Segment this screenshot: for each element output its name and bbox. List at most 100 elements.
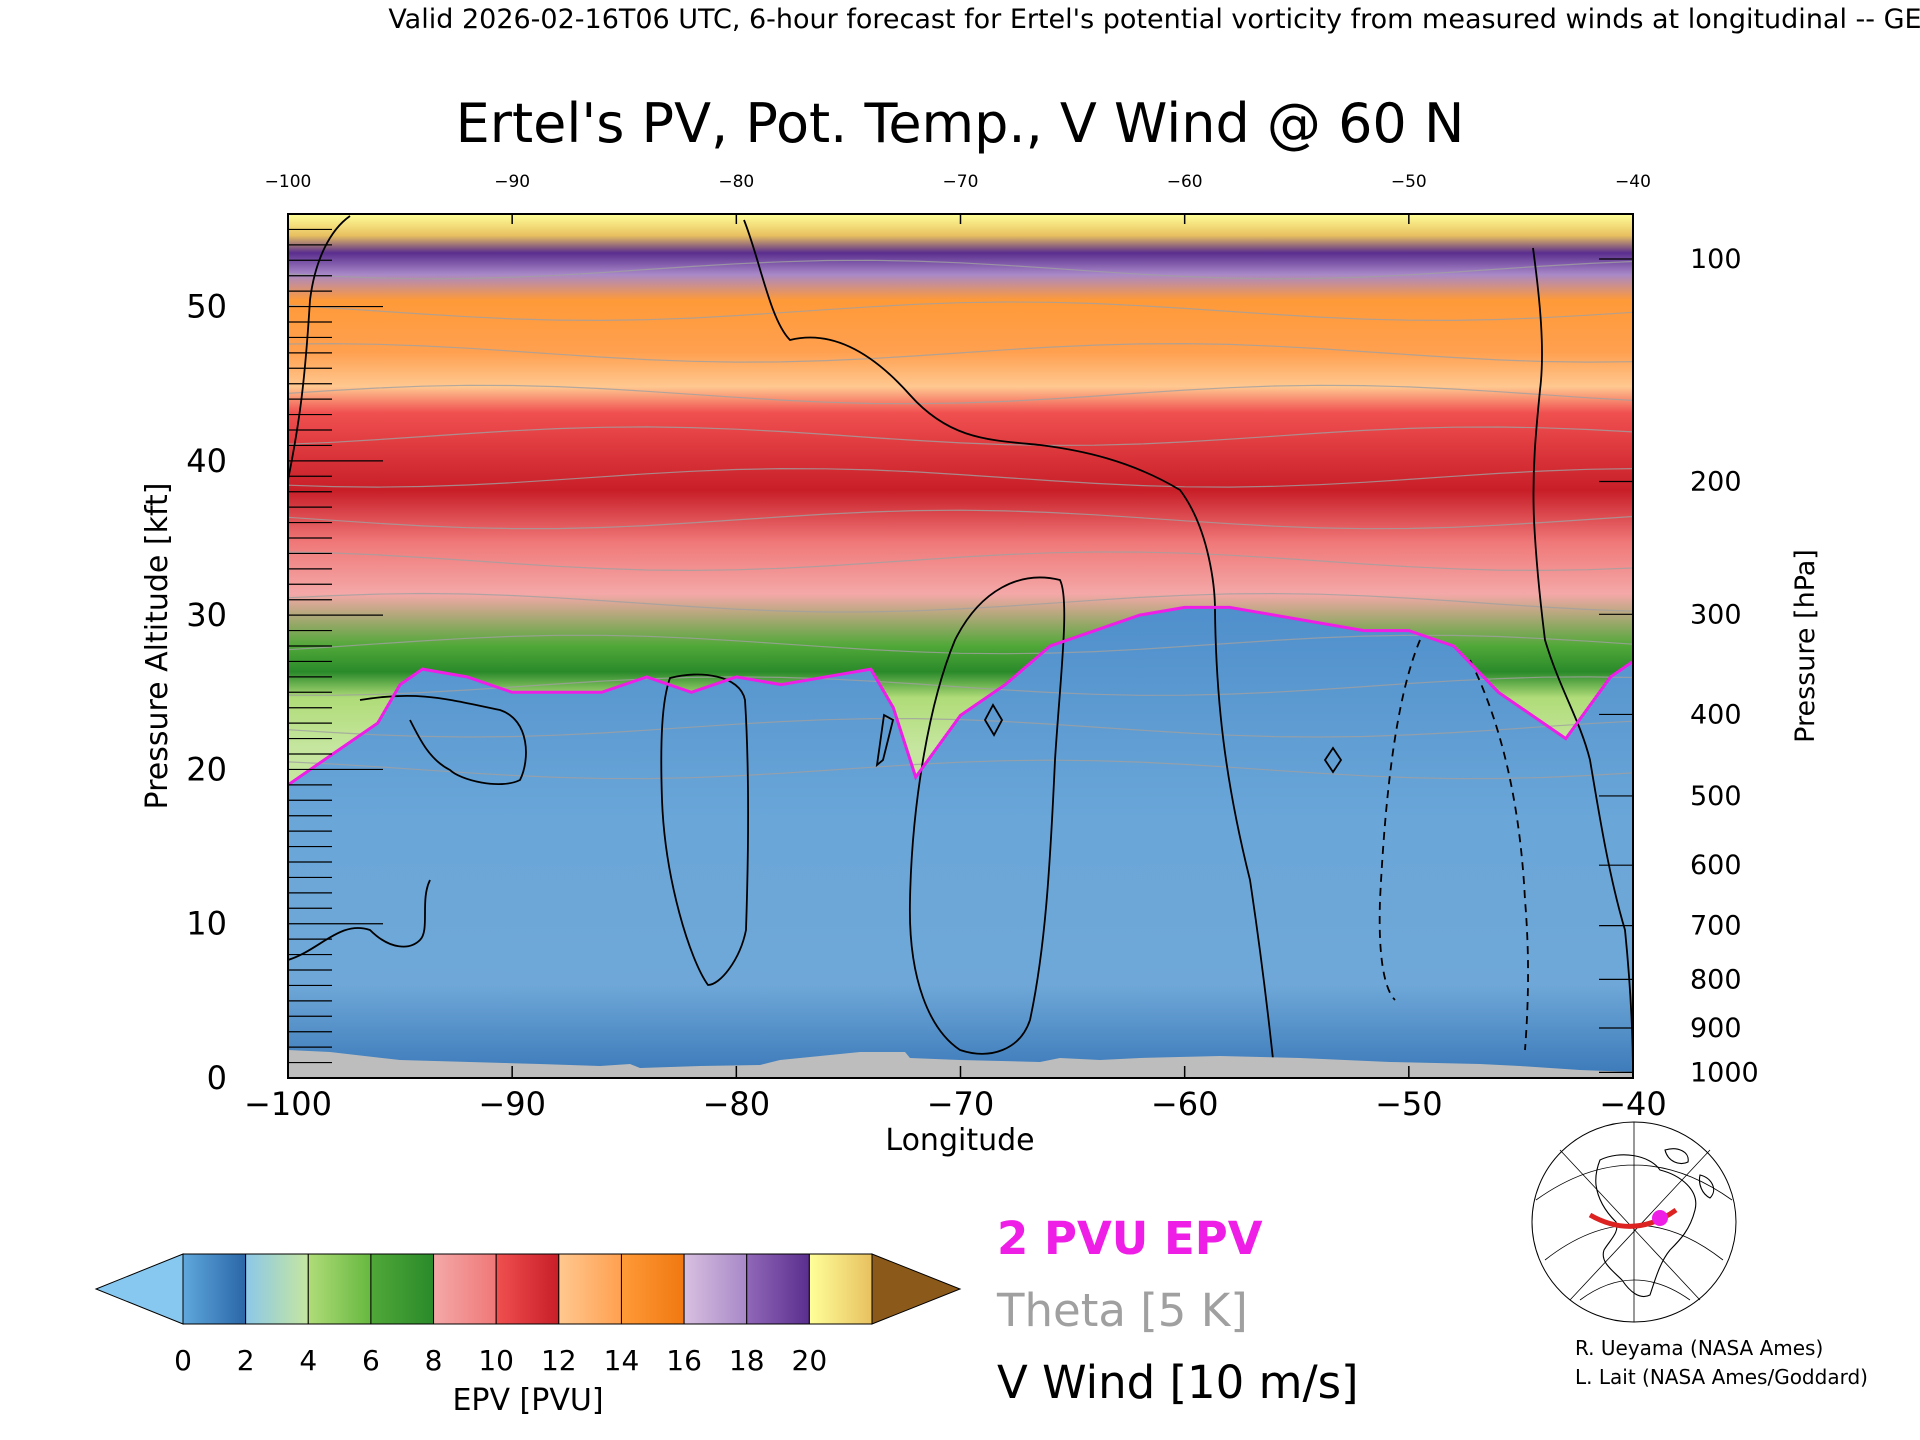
x-top-tick-label: −70 — [943, 172, 979, 192]
y-tick-label: 20 — [186, 750, 227, 788]
x-tick-label: −80 — [703, 1085, 771, 1123]
location-marker — [1652, 1210, 1668, 1226]
theta-contour-410 — [288, 301, 1633, 322]
colorbar-over-arrow — [871, 1253, 962, 1325]
theta-contour-360 — [288, 509, 1633, 530]
troposphere-fill — [288, 607, 1633, 1078]
colorbar-label: EPV [PVU] — [452, 1383, 603, 1418]
colorbar-tick-label: 8 — [425, 1344, 443, 1377]
theta-contour-380 — [288, 426, 1633, 447]
colorbar-tick-label: 2 — [237, 1344, 255, 1377]
pressure-tick-label: 700 — [1690, 911, 1742, 942]
pressure-tick-label: 200 — [1690, 467, 1742, 498]
colorbar-tick-label: 4 — [299, 1344, 317, 1377]
wind-contour-7 — [1323, 746, 1343, 774]
pressure-tick-label: 300 — [1690, 599, 1742, 630]
theta-contour-370 — [288, 467, 1633, 488]
colorbar-band — [808, 1253, 873, 1325]
colorbar-tick-label: 14 — [604, 1344, 640, 1377]
colorbar-band — [746, 1253, 810, 1325]
y-tick-label: 30 — [186, 596, 227, 634]
theta-contour-420 — [288, 259, 1633, 280]
colorbar-band — [182, 1253, 247, 1325]
x-tick-label: −60 — [1151, 1085, 1219, 1123]
y-axis: 0 10 20 30 40 50 — [186, 228, 383, 1097]
colorbar-tick-label: 6 — [362, 1344, 380, 1377]
wind-contours — [288, 215, 1633, 1078]
colorbar-tick-label: 12 — [541, 1344, 577, 1377]
x-top-tick-label: −40 — [1615, 172, 1651, 192]
legend-theta: Theta [5 K] — [996, 1284, 1248, 1337]
theta-contour-310 — [288, 718, 1633, 738]
header-text: Valid 2026-02-16T06 UTC, 6-hour forecast… — [388, 4, 1920, 35]
x-top-tick-label: −60 — [1167, 172, 1203, 192]
legend: 2 PVU EPV Theta [5 K] V Wind [10 m/s] — [996, 1212, 1359, 1409]
x-top-tick-label: −90 — [494, 172, 530, 192]
y-tick-label: 0 — [207, 1059, 227, 1097]
x-top-tick-label: −100 — [265, 172, 312, 192]
x-tick-label: −100 — [244, 1085, 332, 1123]
pressure-tick-label: 400 — [1690, 699, 1742, 730]
wind-contour-2 — [909, 576, 1066, 1055]
legend-wind: V Wind [10 m/s] — [997, 1356, 1359, 1409]
x-tick-label: −50 — [1375, 1085, 1443, 1123]
credit-line-2: L. Lait (NASA Ames/Goddard) — [1575, 1365, 1868, 1389]
credit-line-1: R. Ueyama (NASA Ames) — [1575, 1336, 1823, 1360]
pressure-axis: 100 200 300 400 500 600 700 800 900 1000 — [1599, 244, 1759, 1088]
x-top-tick-label: −80 — [718, 172, 754, 192]
theta-contour-340 — [288, 592, 1633, 613]
pressure-tick-label: 100 — [1690, 244, 1742, 275]
colorbar-tick-label: 0 — [174, 1344, 192, 1377]
wind-contour-9 — [288, 215, 431, 961]
pv2-contour — [288, 605, 1633, 787]
x-axis-top: −100 −90 −80 −70 −60 −50 −40 — [265, 172, 1651, 224]
terrain — [288, 1050, 1633, 1078]
wind-contour-8 — [1378, 639, 1529, 1051]
wind-contour-3 — [1532, 247, 1633, 1078]
colorbar-tick-label: 18 — [729, 1344, 765, 1377]
x-top-tick-label: −50 — [1391, 172, 1427, 192]
colorbar-band — [307, 1253, 372, 1325]
colorbar: 0 2 4 6 8 10 12 14 16 18 20 — [94, 1253, 962, 1377]
y-tick-label: 10 — [186, 905, 227, 943]
theta-contour-390 — [288, 384, 1633, 405]
pressure-tick-label: 1000 — [1690, 1057, 1759, 1088]
legend-pv2: 2 PVU EPV — [997, 1212, 1263, 1265]
wind-contour-1 — [660, 673, 750, 986]
x-tick-label: −90 — [478, 1085, 546, 1123]
colorbar-band — [683, 1253, 748, 1325]
theta-contour-400 — [288, 342, 1633, 363]
plot-area — [288, 214, 1633, 1078]
colorbar-band — [558, 1253, 622, 1325]
colorbar-band — [495, 1253, 560, 1325]
pressure-tick-label: 900 — [1690, 1013, 1742, 1044]
wind-contour-0 — [743, 219, 1276, 1078]
colorbar-under-arrow — [94, 1253, 184, 1325]
locator-map — [1531, 1121, 1737, 1323]
y-tick-label: 50 — [186, 288, 227, 326]
y-tick-label: 40 — [186, 442, 227, 480]
theta-contour-330 — [288, 634, 1633, 655]
colorbar-band — [370, 1253, 435, 1325]
pressure-tick-label: 800 — [1690, 964, 1742, 995]
colorbar-band — [245, 1253, 309, 1325]
chart-title: Ertel's PV, Pot. Temp., V Wind @ 60 N — [456, 92, 1465, 155]
colorbar-tick-label: 16 — [666, 1344, 702, 1377]
x-tick-label: −40 — [1599, 1085, 1667, 1123]
wind-contour-4 — [359, 695, 527, 785]
colorbar-band — [433, 1253, 497, 1325]
pressure-tick-label: 500 — [1690, 781, 1742, 812]
theta-contour-350 — [288, 551, 1633, 572]
wind-contour-6 — [983, 703, 1004, 737]
theta-contour-300 — [288, 759, 1633, 780]
theta-contours — [288, 259, 1633, 780]
x-tick-label: −70 — [927, 1085, 995, 1123]
coastline — [1595, 1148, 1715, 1298]
x-axis-label: Longitude — [885, 1123, 1034, 1158]
y-axis-label: Pressure Altitude [kft] — [140, 483, 175, 810]
colorbar-tick-label: 10 — [478, 1344, 514, 1377]
colorbar-band — [620, 1253, 685, 1325]
wind-contour-5 — [875, 713, 895, 768]
pressure-axis-label: Pressure [hPa] — [1790, 549, 1821, 743]
